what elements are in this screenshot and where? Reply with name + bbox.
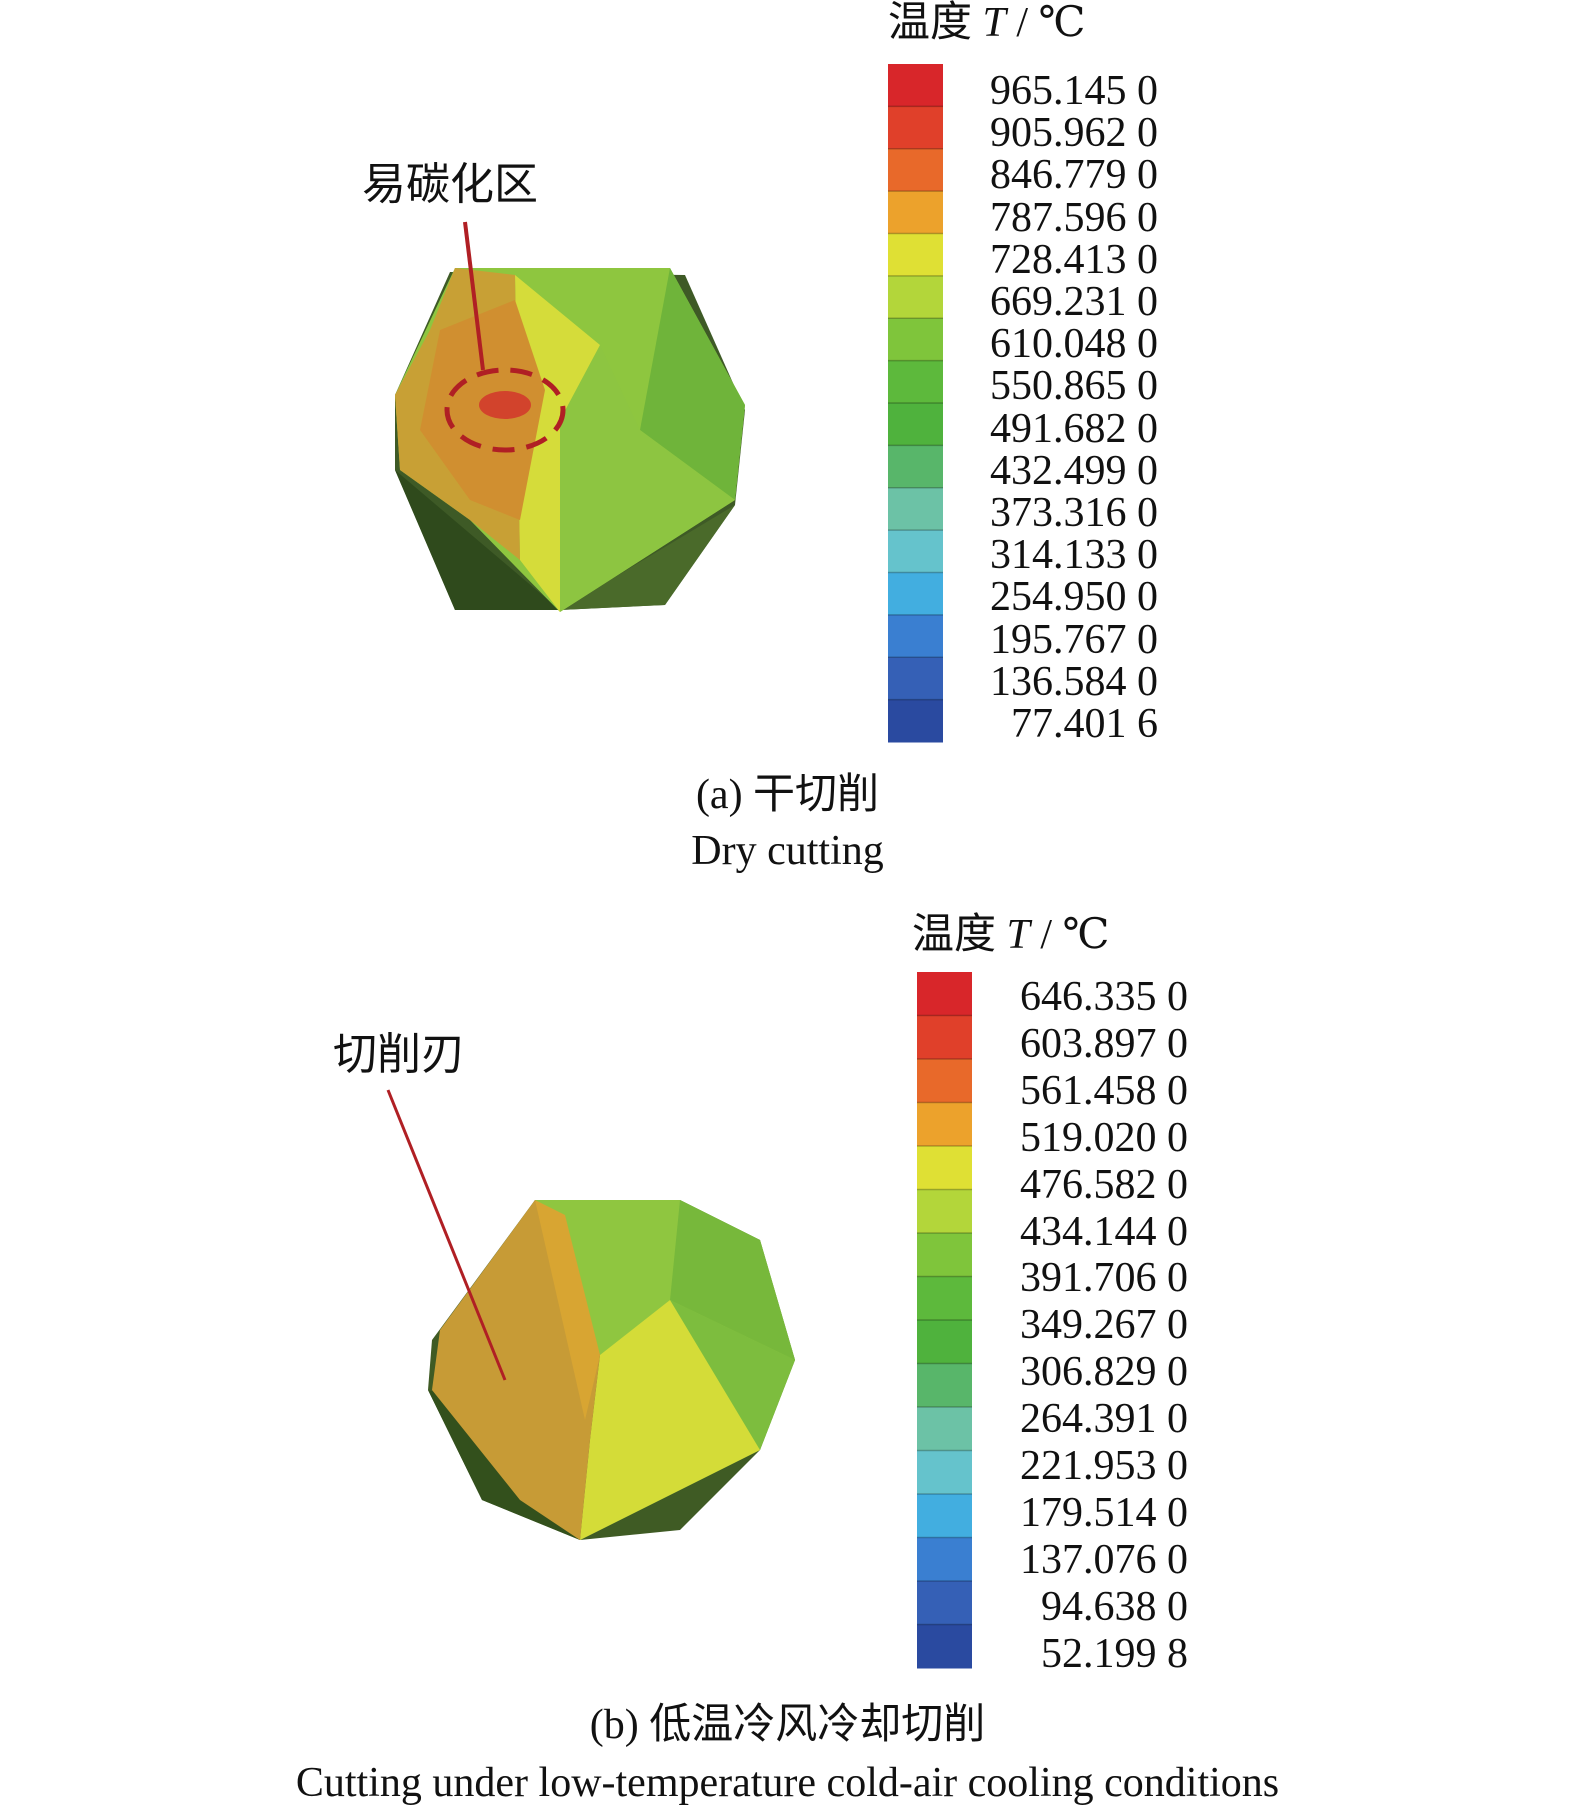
caption-a-en: Dry cutting — [691, 828, 884, 874]
colorbar-swatch — [888, 445, 943, 489]
legend-title-b-symbol: T — [1006, 912, 1030, 958]
colorbar-swatch — [917, 1189, 972, 1234]
colorbar-swatch — [917, 972, 972, 1016]
colorbar-value-label: 179.514 0 — [1020, 1489, 1188, 1536]
colorbar-swatch — [888, 233, 943, 277]
colorbar-swatch — [888, 487, 943, 531]
colorbar-swatch — [917, 1494, 972, 1538]
legend-title-b-prefix: 温度 — [912, 912, 997, 958]
colorbar-swatch — [888, 657, 943, 701]
colorbar-value-label: 519.020 0 — [1020, 1114, 1188, 1161]
colorbar-swatch — [917, 1102, 972, 1147]
legend-title-a-symbol: T — [982, 0, 1006, 46]
colorbar-swatch — [888, 318, 943, 362]
colorbar-value-label: 550.865 0 — [990, 363, 1158, 410]
colorbar-swatch — [917, 1146, 972, 1190]
colorbar-value-label: 136.584 0 — [990, 658, 1158, 705]
carbonization-leader-line — [463, 221, 485, 371]
colorbar-swatch — [917, 1233, 972, 1277]
insert-a-temperature-map — [395, 221, 745, 612]
colorbar-value-label: 52.199 8 — [1041, 1630, 1188, 1677]
colorbar-swatch — [917, 1320, 972, 1364]
colorbar-value-label: 846.779 0 — [990, 152, 1158, 199]
colorbar-swatch — [917, 1581, 972, 1625]
colorbar-value-label: 254.950 0 — [990, 574, 1158, 621]
colorbar-swatch — [917, 1276, 972, 1321]
legend-title-b: 温度 T / ℃ — [912, 914, 1110, 956]
colorbar-value-label: 137.076 0 — [1020, 1536, 1188, 1583]
colorbar-value-label: 391.706 0 — [1020, 1255, 1188, 1302]
colorbar-value-label: 77.401 6 — [1011, 701, 1158, 747]
legend-title-a: 温度 T / ℃ — [888, 2, 1086, 44]
caption-b-en: Cutting under low-temperature cold-air c… — [295, 1760, 1280, 1806]
carbonization-zone-label: 易碳化区 — [362, 160, 538, 209]
colorbar-swatch — [888, 106, 943, 150]
colorbar-swatch — [917, 1363, 972, 1408]
caption-b-cn: (b) 低温冷风冷却切削 — [589, 1702, 986, 1748]
colorbar-value-label: 314.133 0 — [990, 532, 1158, 579]
colorbar-value-label: 603.897 0 — [1020, 1020, 1188, 1067]
legend-title-a-unit: / ℃ — [1016, 0, 1086, 46]
colorbar-value-label: 646.335 0 — [1020, 974, 1188, 1020]
colorbar-value-label: 373.316 0 — [990, 490, 1158, 536]
colorbar-value-label: 306.829 0 — [1020, 1349, 1188, 1396]
colorbar-swatch — [917, 1015, 972, 1060]
colorbar-value-label: 491.682 0 — [990, 405, 1158, 452]
colorbar-swatch — [888, 699, 943, 743]
legend-title-a-prefix: 温度 — [888, 0, 973, 46]
colorbar-value-label: 561.458 0 — [1020, 1067, 1188, 1114]
colorbar-swatch — [888, 403, 943, 446]
colorbar-swatch — [888, 64, 943, 107]
colorbar-value-label: 94.638 0 — [1041, 1583, 1188, 1630]
colorbar-swatch — [888, 148, 943, 192]
colorbar-swatch — [917, 1407, 972, 1451]
colorbar-value-label: 905.962 0 — [990, 110, 1158, 157]
colorbar-value-label: 787.596 0 — [990, 194, 1158, 241]
colorbar-value-label: 434.144 0 — [1020, 1208, 1188, 1255]
colorbar-swatch — [888, 530, 943, 573]
legend-title-b-unit: / ℃ — [1040, 912, 1110, 958]
colorbar-swatch — [888, 572, 943, 616]
cutting-edge-label: 切削刃 — [333, 1030, 465, 1079]
colorbar-a — [888, 64, 943, 743]
colorbar-value-label: 195.767 0 — [990, 616, 1158, 663]
colorbar-value-label: 264.391 0 — [1020, 1396, 1188, 1443]
colorbar-b — [917, 972, 972, 1669]
colorbar-swatch — [917, 1537, 972, 1582]
colorbar-value-label: 610.048 0 — [990, 321, 1158, 368]
carbonization-zone-circle — [444, 367, 566, 453]
colorbar-swatch — [888, 614, 943, 658]
colorbar-value-label: 476.582 0 — [1020, 1161, 1188, 1208]
colorbar-value-label: 728.413 0 — [990, 236, 1158, 283]
colorbar-swatch — [917, 1624, 972, 1669]
cutting-edge-leader-line — [386, 1089, 507, 1381]
colorbar-value-label: 349.267 0 — [1020, 1302, 1188, 1349]
colorbar-swatch — [888, 275, 943, 319]
caption-a-cn: (a) 干切削 — [695, 772, 880, 818]
colorbar-value-label: 221.953 0 — [1020, 1443, 1188, 1489]
insert-b-temperature-map — [386, 1089, 795, 1540]
colorbar-swatch — [917, 1059, 972, 1103]
colorbar-value-label: 669.231 0 — [990, 279, 1158, 325]
colorbar-value-label: 432.499 0 — [990, 447, 1158, 494]
colorbar-value-label: 965.145 0 — [990, 68, 1158, 114]
colorbar-swatch — [888, 360, 943, 404]
colorbar-swatch — [917, 1450, 972, 1495]
colorbar-swatch — [888, 191, 943, 234]
